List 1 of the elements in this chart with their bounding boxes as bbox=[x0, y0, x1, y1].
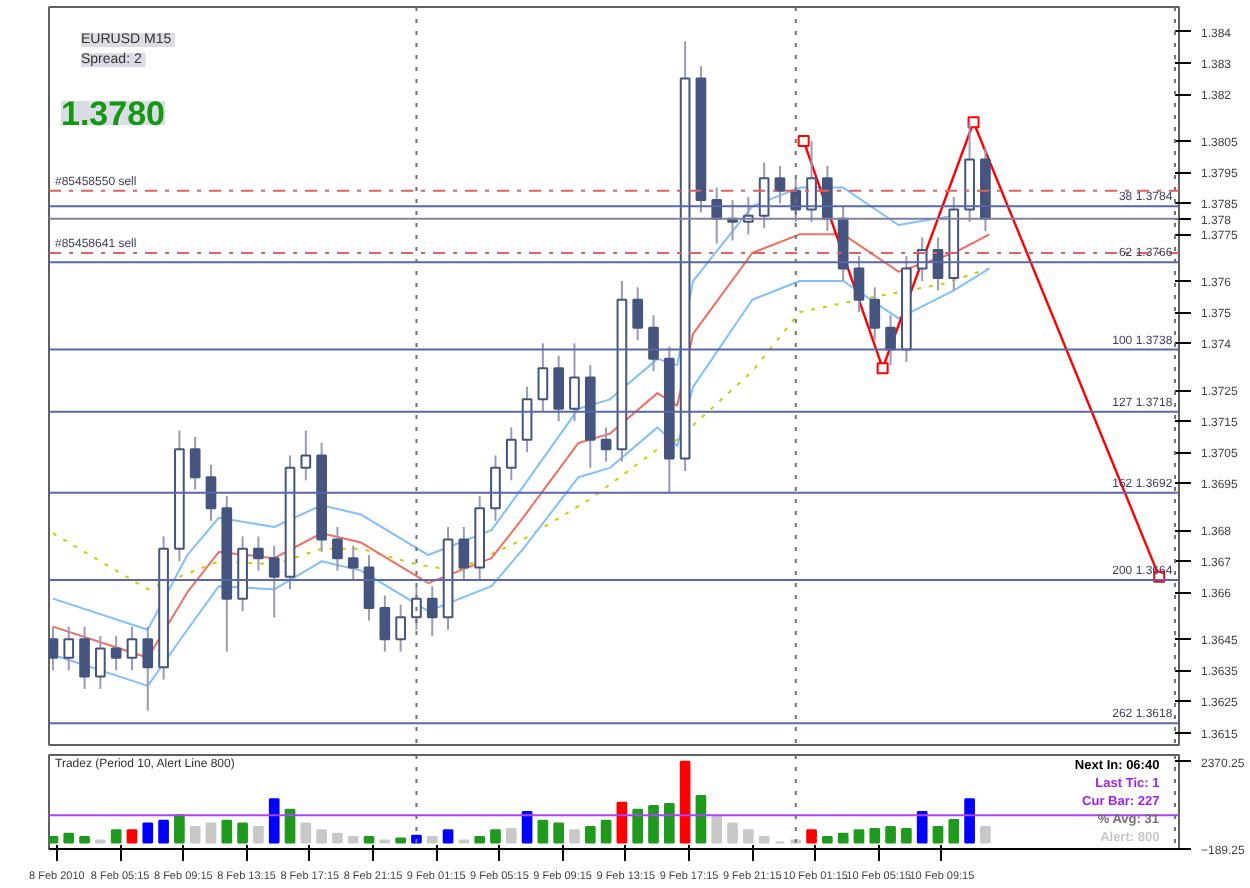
annotation: 1.3780 bbox=[61, 95, 165, 133]
